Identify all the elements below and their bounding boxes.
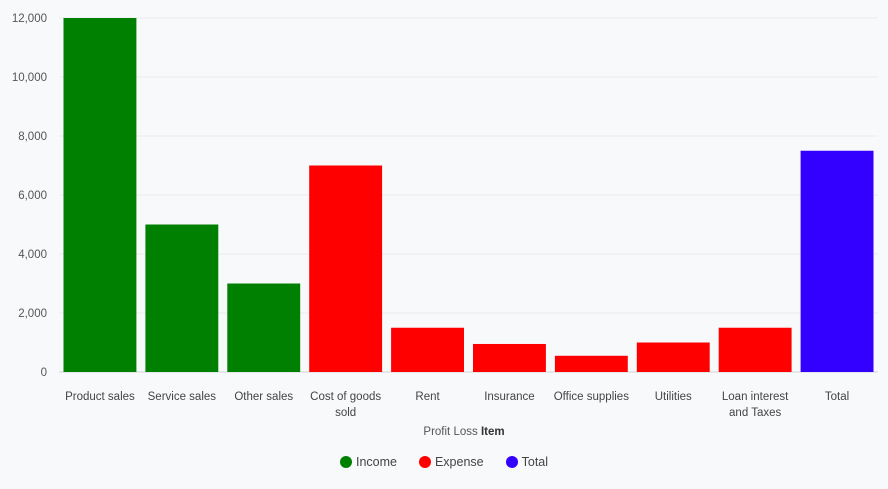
legend-label: Income xyxy=(355,455,397,469)
y-tick-label: 10,000 xyxy=(12,72,47,84)
bar-insurance[interactable] xyxy=(473,343,546,372)
y-tick-label: 0 xyxy=(41,367,47,379)
x-tick-label: Loan interest and Taxes xyxy=(722,391,789,419)
legend-item-expense[interactable]: Expense xyxy=(418,455,484,469)
bar-service-sales[interactable] xyxy=(145,224,219,373)
x-tick-label: Service sales xyxy=(148,391,217,403)
y-tick-label: 2,000 xyxy=(18,308,47,320)
y-axis-ticks: 0 2,000 4,000 6,000 8,000 10,000 12,000 xyxy=(12,13,47,379)
x-tick-label: Total xyxy=(825,391,849,403)
x-axis-title: Profit Loss Item xyxy=(423,426,504,438)
x-axis-title-bold: Item xyxy=(481,426,505,438)
legend-swatch xyxy=(339,456,352,468)
x-tick-label: Other sales xyxy=(234,391,293,403)
x-tick-label: Rent xyxy=(415,391,440,403)
x-tick-label: Utilities xyxy=(655,391,692,403)
legend-item-total[interactable]: Total xyxy=(505,455,549,469)
legend-swatch xyxy=(505,456,518,468)
bar-loan-interest-and-taxes[interactable] xyxy=(718,327,792,372)
bar-utilities[interactable] xyxy=(636,342,710,373)
legend-swatch xyxy=(418,456,431,468)
y-tick-label: 8,000 xyxy=(18,131,47,143)
bars xyxy=(63,18,874,373)
bar-cost-of-goods-sold[interactable] xyxy=(309,165,383,373)
legend-item-income[interactable]: Income xyxy=(339,455,397,469)
x-tick-label: Cost of goods sold xyxy=(310,391,381,419)
x-tick-label: Office supplies xyxy=(554,391,629,403)
y-tick-label: 12,000 xyxy=(12,13,47,25)
x-axis-labels: Product sales Service sales Other sales Cos… xyxy=(65,391,849,419)
bar-office-supplies[interactable] xyxy=(554,355,628,372)
legend: Income Expense Total xyxy=(0,455,888,469)
y-tick-label: 6,000 xyxy=(18,190,47,202)
bar-product-sales[interactable] xyxy=(63,18,137,372)
bar-other-sales[interactable] xyxy=(227,283,301,373)
x-tick-label: Product sales xyxy=(65,391,135,403)
bar-total[interactable] xyxy=(800,150,874,372)
legend-label: Total xyxy=(521,455,549,469)
legend-label: Expense xyxy=(434,455,484,469)
y-tick-label: 4,000 xyxy=(18,249,47,261)
bar-rent[interactable] xyxy=(391,327,464,372)
x-axis-title-prefix: Profit Loss xyxy=(423,426,478,438)
x-tick-label: Insurance xyxy=(484,391,535,403)
